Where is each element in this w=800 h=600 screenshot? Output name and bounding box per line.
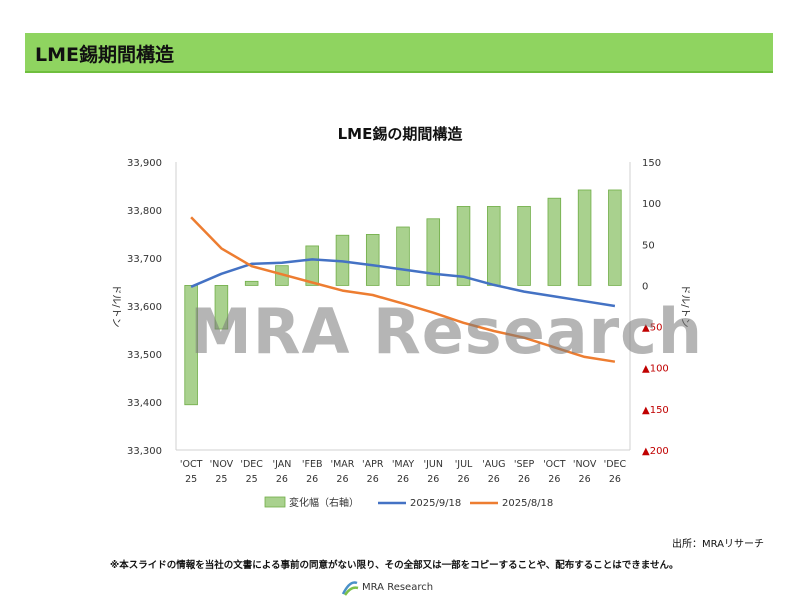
right-tick-label: ▲100 xyxy=(642,364,669,375)
change-bar xyxy=(426,218,441,286)
x-tick-label: 'APR xyxy=(362,459,384,470)
x-tick-label: 'DEC xyxy=(240,459,263,470)
change-bar xyxy=(456,206,471,286)
x-tick-label: 26 xyxy=(548,474,560,485)
x-tick-label: 26 xyxy=(397,474,409,485)
negative-marker: ▲ xyxy=(642,323,650,334)
x-tick-label: 25 xyxy=(215,474,227,485)
source-note: 出所：MRAリサーチ xyxy=(671,539,764,550)
x-tick-label: 26 xyxy=(336,474,348,485)
right-tick-label: ▲200 xyxy=(642,446,669,457)
legend-label-series-2: 2025/8/18 xyxy=(502,498,553,509)
series-line-2 xyxy=(190,216,616,363)
change-bar xyxy=(487,206,501,286)
change-bar xyxy=(517,206,531,286)
x-tick-label: 26 xyxy=(367,474,379,485)
x-tick-label: 'AUG xyxy=(482,459,505,470)
left-tick-label: 33,700 xyxy=(127,254,162,265)
change-bar xyxy=(547,197,562,286)
left-tick-label: 33,300 xyxy=(127,446,162,457)
x-tick-label: 25 xyxy=(246,474,258,485)
watermark: MRA Research xyxy=(190,295,704,368)
negative-marker: ▲ xyxy=(642,364,650,375)
change-bar xyxy=(214,285,229,330)
x-tick-label: 'MAR xyxy=(331,459,355,470)
left-axis-title: ドル/トン xyxy=(110,284,121,327)
chart-title: LME錫の期間構造 xyxy=(338,125,463,143)
legend-label-series-1: 2025/9/18 xyxy=(410,498,461,509)
x-tick-label: 26 xyxy=(306,474,318,485)
x-tick-label: 'JUL xyxy=(455,459,473,470)
right-tick-value: 100 xyxy=(650,364,669,375)
change-bar xyxy=(305,245,319,286)
x-tick-label: 26 xyxy=(427,474,439,485)
series-line-1 xyxy=(190,258,616,308)
change-bar xyxy=(577,189,592,286)
change-bar xyxy=(608,189,622,286)
legend-label-bars: 変化幅（右軸） xyxy=(289,496,359,509)
right-tick-value: 50 xyxy=(650,323,663,334)
left-tick-label: 33,800 xyxy=(127,206,162,217)
right-tick-label: 0 xyxy=(642,281,648,292)
right-tick-label: 150 xyxy=(642,158,661,169)
change-bar xyxy=(365,234,380,286)
x-tick-label: 'JAN xyxy=(273,459,292,470)
right-tick-label: ▲150 xyxy=(642,405,669,416)
x-tick-label: 'FEB xyxy=(302,459,323,470)
x-tick-label: 26 xyxy=(579,474,591,485)
x-tick-label: 'DEC xyxy=(604,459,627,470)
x-tick-label: 'NOV xyxy=(210,459,234,470)
legend-swatch-bars xyxy=(264,496,286,508)
negative-marker: ▲ xyxy=(642,446,650,457)
right-tick-label: ▲50 xyxy=(642,323,662,334)
left-tick-label: 33,900 xyxy=(127,158,162,169)
right-tick-value: 200 xyxy=(650,446,669,457)
x-tick-label: 26 xyxy=(457,474,469,485)
x-tick-label: 'OCT xyxy=(180,459,203,470)
right-tick-value: 150 xyxy=(650,405,669,416)
change-bar xyxy=(396,226,410,286)
copyright-notice: ※本スライドの情報を当社の文書による事前の同意がない限り、その全部又は一部をコピ… xyxy=(110,560,679,571)
x-tick-label: 'MAY xyxy=(392,459,415,470)
right-tick-label: 100 xyxy=(642,199,661,210)
x-tick-label: 'NOV xyxy=(573,459,597,470)
x-tick-label: 26 xyxy=(276,474,288,485)
negative-marker: ▲ xyxy=(642,405,650,416)
x-tick-label: 'JUN xyxy=(424,459,443,470)
page-title: LME錫期間構造 xyxy=(35,44,174,66)
left-tick-label: 33,500 xyxy=(127,350,162,361)
x-tick-label: 26 xyxy=(518,474,530,485)
x-tick-label: 26 xyxy=(609,474,621,485)
x-tick-label: 'SEP xyxy=(514,459,535,470)
x-tick-label: 'OCT xyxy=(543,459,566,470)
header-bar: LME錫期間構造 xyxy=(25,33,773,73)
right-axis-title: ドル/トン xyxy=(679,284,690,327)
change-bar xyxy=(244,280,259,286)
logo-icon xyxy=(341,581,359,596)
logo-text: MRA Research xyxy=(362,582,434,593)
x-tick-label: 26 xyxy=(488,474,500,485)
x-tick-label: 25 xyxy=(185,474,197,485)
right-tick-label: 50 xyxy=(642,240,655,251)
left-tick-label: 33,600 xyxy=(127,302,162,313)
left-tick-label: 33,400 xyxy=(127,398,162,409)
